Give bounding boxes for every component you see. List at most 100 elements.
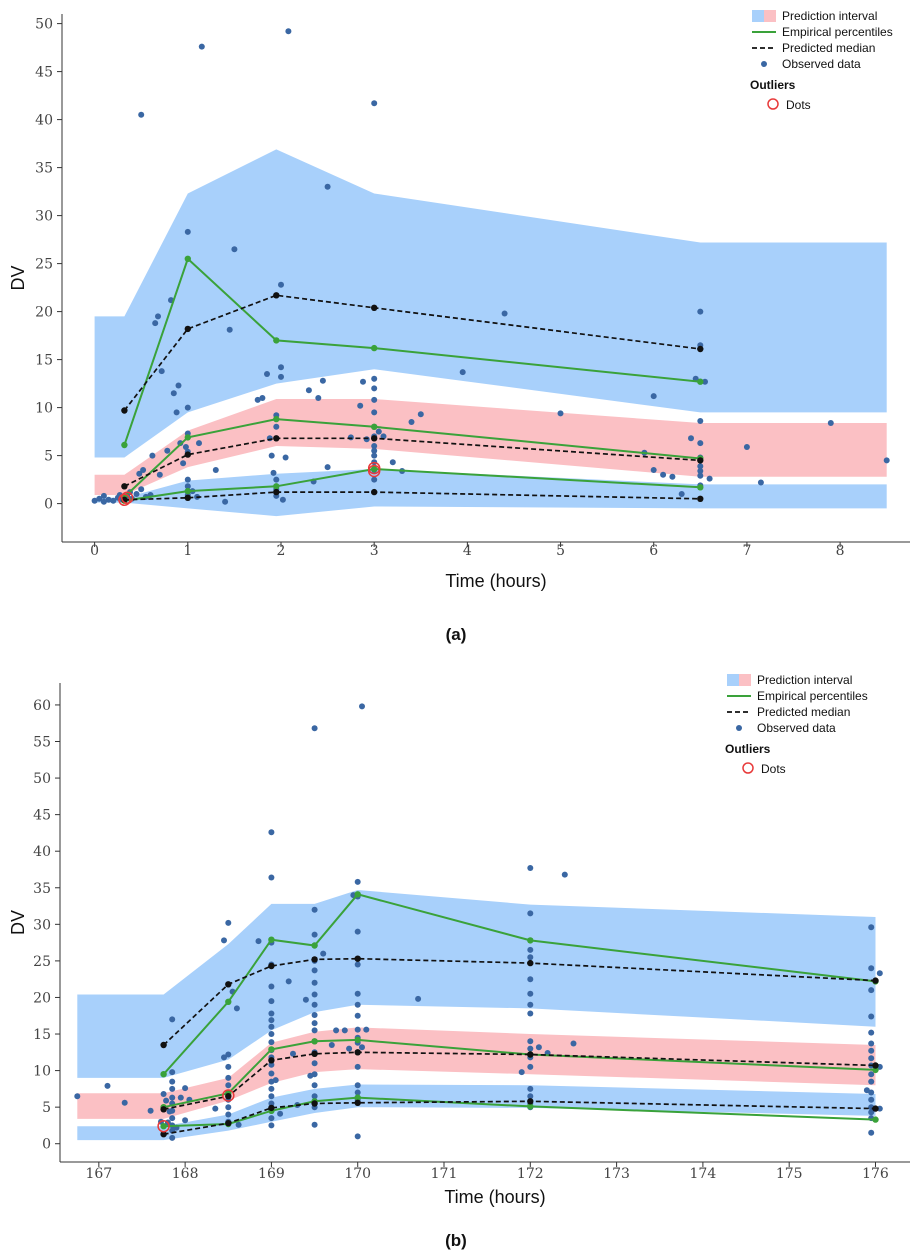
figure-caption: (a) [446, 625, 467, 644]
observed-point [196, 440, 202, 447]
observed-point [285, 28, 292, 35]
legend-dots: Dots [786, 98, 811, 112]
x-tick-label: 4 [463, 543, 472, 559]
observed-point [415, 995, 422, 1002]
observed-point [311, 1060, 318, 1067]
legend-empirical-percentiles: Empirical percentiles [757, 689, 868, 703]
predicted-point [121, 483, 128, 490]
observed-point [152, 320, 159, 327]
observed-point [311, 967, 318, 974]
observed-point [702, 378, 708, 385]
observed-point [311, 725, 318, 732]
observed-point [371, 452, 378, 459]
observed-point [527, 910, 534, 917]
observed-point [827, 420, 834, 426]
x-tick-label: 3 [370, 543, 379, 559]
y-tick-label: 30 [33, 917, 51, 933]
observed-point [96, 495, 103, 502]
observed-point [354, 1026, 361, 1033]
observed-point [175, 382, 182, 389]
empirical-point [872, 1066, 879, 1074]
observed-point [311, 1027, 318, 1034]
observed-point [302, 996, 309, 1003]
legend-outlier-circle [742, 762, 754, 774]
observed-point [311, 1121, 318, 1128]
predicted-point [354, 1099, 361, 1107]
x-tick-label: 170 [344, 1166, 371, 1182]
empirical-point [354, 1036, 361, 1044]
predicted-point [311, 1100, 318, 1107]
empirical-point [527, 1103, 534, 1110]
observed-point [527, 1093, 534, 1100]
outlier-circle [367, 464, 381, 478]
observed-point [156, 471, 163, 478]
observed-point [354, 961, 361, 968]
observed-point [311, 1093, 318, 1100]
y-tick-label: 25 [33, 954, 51, 970]
y-tick-label: 15 [35, 353, 53, 369]
observed-point [231, 246, 238, 253]
observed-point [371, 385, 378, 392]
observed-point [360, 378, 366, 385]
observed-point [212, 467, 219, 473]
observed-point [408, 419, 415, 425]
observed-point [268, 829, 275, 836]
observed-point [371, 396, 378, 403]
y-tick-label: 20 [33, 990, 51, 1006]
x-tick-label: 0 [90, 543, 99, 559]
observed-point [371, 447, 378, 454]
observed-point [320, 950, 327, 957]
predicted-point [184, 451, 191, 458]
observed-point [268, 1061, 275, 1068]
y-tick-label: 35 [33, 881, 51, 897]
observed-point [371, 100, 378, 107]
observed-point [225, 1082, 232, 1089]
observed-point [268, 998, 275, 1005]
observed-point [311, 1012, 318, 1018]
predicted-point [872, 1062, 879, 1069]
observed-point [278, 281, 284, 288]
observed-point [163, 1097, 170, 1104]
x-axis-title: Time (hours) [445, 571, 546, 591]
axes [61, 14, 910, 543]
legend-observed-data: Observed data [782, 57, 861, 71]
y-tick-label: 5 [44, 449, 53, 465]
observed-point [868, 1109, 875, 1116]
y-tick-label: 0 [44, 497, 53, 513]
empirical-point [697, 484, 704, 491]
predicted-point [225, 981, 232, 988]
observed-point [184, 228, 191, 235]
observed-point [527, 946, 534, 953]
predicted-point [354, 955, 361, 962]
observed-point [158, 368, 165, 375]
predicted-point [273, 488, 280, 496]
predicted-point [311, 956, 318, 963]
legend-prediction-interval: Prediction interval [782, 9, 877, 23]
observed-point [225, 1111, 232, 1118]
observed-point [268, 1031, 275, 1037]
observed-point [254, 396, 261, 403]
observed-point [341, 1027, 348, 1034]
observed-point [290, 1050, 296, 1057]
observed-point [328, 1042, 335, 1048]
observed-point [226, 326, 233, 333]
observed-point [688, 435, 694, 442]
observed-point [868, 1078, 875, 1085]
predicted-point [273, 292, 280, 299]
legend-observed-dot [761, 61, 767, 67]
observed-point [221, 937, 227, 944]
observed-point [311, 1082, 318, 1089]
observed-point [863, 1087, 870, 1094]
observed-point [527, 1038, 534, 1045]
observed-point [279, 496, 286, 503]
y-tick-label: 20 [35, 305, 53, 321]
x-tick-label: 2 [277, 543, 286, 559]
observed-point [104, 1082, 111, 1089]
observed-point [273, 476, 280, 483]
empirical-point [697, 378, 704, 385]
observed-point [570, 1040, 577, 1047]
predicted-point [160, 1106, 167, 1113]
observed-point [311, 991, 318, 998]
predicted-median-line [123, 294, 701, 412]
legend-dots: Dots [761, 762, 786, 776]
